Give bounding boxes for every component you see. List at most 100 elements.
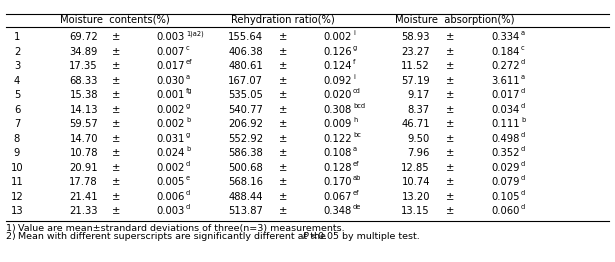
Text: d: d — [521, 89, 525, 94]
Text: 0.005: 0.005 — [157, 177, 185, 187]
Text: 69.72: 69.72 — [69, 32, 98, 42]
Text: 9: 9 — [14, 149, 20, 159]
Text: ±: ± — [446, 90, 454, 100]
Text: 1: 1 — [14, 32, 20, 42]
Text: ab: ab — [353, 176, 362, 182]
Text: d: d — [521, 59, 525, 66]
Text: 0.020: 0.020 — [323, 90, 352, 100]
Text: 0.002: 0.002 — [323, 32, 352, 42]
Text: ±: ± — [446, 62, 454, 72]
Text: ±: ± — [446, 192, 454, 202]
Text: ±: ± — [446, 76, 454, 86]
Text: 0.067: 0.067 — [323, 192, 352, 202]
Text: ±: ± — [446, 134, 454, 144]
Text: 46.71: 46.71 — [402, 119, 430, 129]
Text: ±: ± — [446, 149, 454, 159]
Text: 13.15: 13.15 — [402, 206, 430, 216]
Text: 586.38: 586.38 — [228, 149, 263, 159]
Text: ±: ± — [279, 90, 287, 100]
Text: Moisture  contents(%): Moisture contents(%) — [60, 15, 170, 25]
Text: Mean with different superscripts are significantly different at the: Mean with different superscripts are sig… — [18, 232, 329, 241]
Text: 58.93: 58.93 — [402, 32, 430, 42]
Text: ±: ± — [112, 163, 120, 173]
Text: 14.70: 14.70 — [69, 134, 98, 144]
Text: g: g — [353, 45, 357, 51]
Text: 13: 13 — [10, 206, 23, 216]
Text: 0.003: 0.003 — [157, 206, 185, 216]
Text: 3.611: 3.611 — [491, 76, 520, 86]
Text: a: a — [186, 74, 190, 80]
Text: 0.126: 0.126 — [323, 47, 352, 57]
Text: 2): 2) — [6, 232, 18, 241]
Text: ±: ± — [279, 105, 287, 115]
Text: 0.348: 0.348 — [323, 206, 352, 216]
Text: ±: ± — [112, 206, 120, 216]
Text: 5: 5 — [14, 90, 20, 100]
Text: ±: ± — [112, 105, 120, 115]
Text: 17.78: 17.78 — [69, 177, 98, 187]
Text: ±: ± — [446, 177, 454, 187]
Text: ±: ± — [279, 192, 287, 202]
Text: b: b — [186, 117, 190, 123]
Text: i: i — [353, 74, 355, 80]
Text: ±: ± — [112, 90, 120, 100]
Text: 0.017: 0.017 — [156, 62, 185, 72]
Text: ±: ± — [112, 134, 120, 144]
Text: 206.92: 206.92 — [228, 119, 263, 129]
Text: bcd: bcd — [353, 103, 365, 109]
Text: P: P — [303, 232, 309, 241]
Text: ±: ± — [446, 47, 454, 57]
Text: c: c — [186, 45, 189, 51]
Text: bc: bc — [353, 132, 361, 138]
Text: ±: ± — [279, 47, 287, 57]
Text: 0.006: 0.006 — [157, 192, 185, 202]
Text: 15.38: 15.38 — [69, 90, 98, 100]
Text: d: d — [186, 161, 190, 167]
Text: 406.38: 406.38 — [228, 47, 263, 57]
Text: 13.20: 13.20 — [402, 192, 430, 202]
Text: 17.35: 17.35 — [69, 62, 98, 72]
Text: 552.92: 552.92 — [228, 134, 263, 144]
Text: 7: 7 — [14, 119, 20, 129]
Text: d: d — [186, 204, 190, 210]
Text: d: d — [521, 190, 525, 196]
Text: 10: 10 — [10, 163, 23, 173]
Text: h: h — [353, 117, 357, 123]
Text: ±: ± — [279, 32, 287, 42]
Text: ef: ef — [353, 190, 360, 196]
Text: c: c — [521, 45, 525, 51]
Text: a: a — [353, 146, 357, 152]
Text: 14.13: 14.13 — [69, 105, 98, 115]
Text: 10.78: 10.78 — [69, 149, 98, 159]
Text: i: i — [353, 30, 355, 36]
Text: 21.41: 21.41 — [69, 192, 98, 202]
Text: 59.57: 59.57 — [69, 119, 98, 129]
Text: 0.108: 0.108 — [323, 149, 352, 159]
Text: 11.52: 11.52 — [401, 62, 430, 72]
Text: d: d — [521, 204, 525, 210]
Text: 0.128: 0.128 — [323, 163, 352, 173]
Text: 0.308: 0.308 — [323, 105, 352, 115]
Text: ±: ± — [446, 32, 454, 42]
Text: f: f — [353, 59, 355, 66]
Text: 8: 8 — [14, 134, 20, 144]
Text: 155.64: 155.64 — [228, 32, 263, 42]
Text: 0.001: 0.001 — [157, 90, 185, 100]
Text: ±: ± — [112, 149, 120, 159]
Text: <0.05 by multiple test.: <0.05 by multiple test. — [310, 232, 420, 241]
Text: 8.37: 8.37 — [408, 105, 430, 115]
Text: 10.74: 10.74 — [402, 177, 430, 187]
Text: d: d — [521, 103, 525, 109]
Text: Moisture  absorption(%): Moisture absorption(%) — [395, 15, 515, 25]
Text: e: e — [186, 176, 190, 182]
Text: a: a — [521, 30, 525, 36]
Text: 0.030: 0.030 — [157, 76, 185, 86]
Text: 0.029: 0.029 — [491, 163, 520, 173]
Text: 500.68: 500.68 — [228, 163, 263, 173]
Text: 0.079: 0.079 — [491, 177, 520, 187]
Text: 568.16: 568.16 — [228, 177, 263, 187]
Text: 9.50: 9.50 — [408, 134, 430, 144]
Text: 12: 12 — [10, 192, 23, 202]
Text: ±: ± — [446, 206, 454, 216]
Text: 34.89: 34.89 — [69, 47, 98, 57]
